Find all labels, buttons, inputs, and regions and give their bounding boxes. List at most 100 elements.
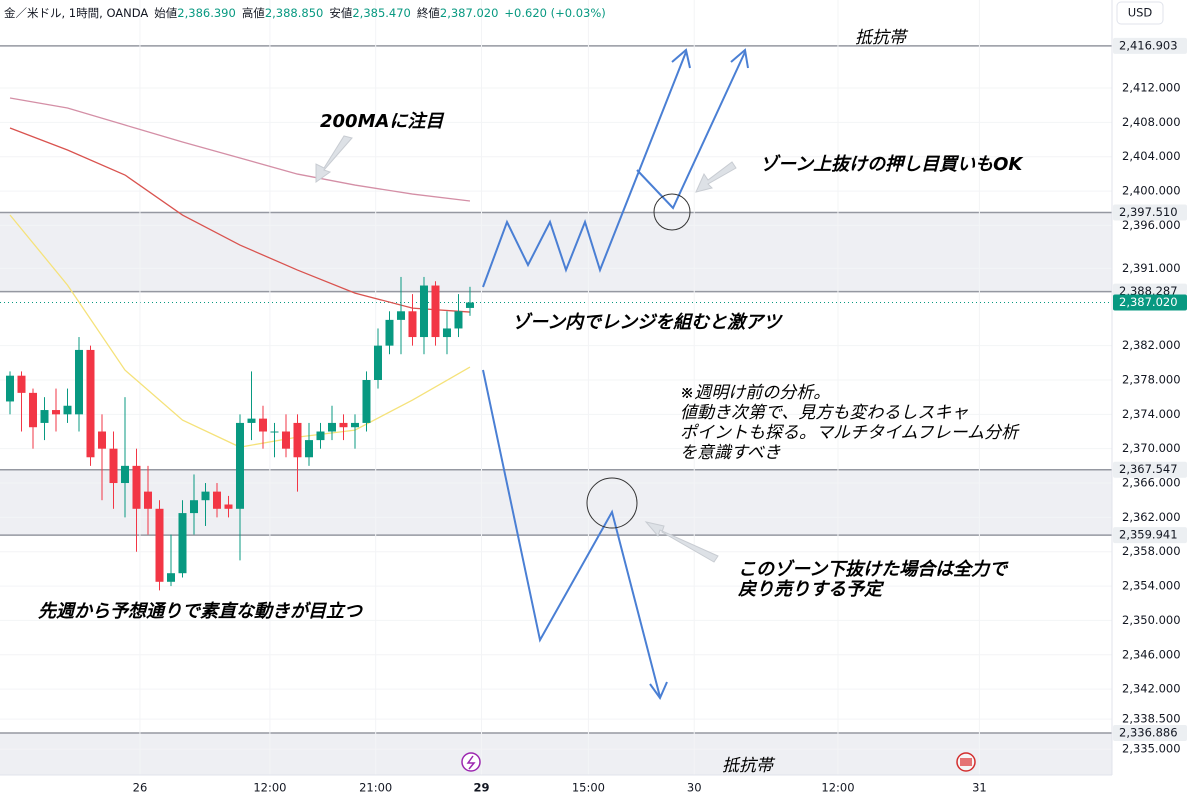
currency-button[interactable]: [1116, 1, 1164, 25]
open: 2,386.390: [177, 6, 236, 20]
circle: [653, 193, 691, 231]
arrow-head: [730, 48, 749, 69]
x-tick-label: 26: [133, 781, 148, 795]
price-tag: [1113, 725, 1187, 742]
circle: [586, 477, 638, 529]
y-tick-label: 2,370.000: [1122, 441, 1181, 455]
annotation: 戻り売りする予定: [737, 579, 885, 600]
price-tag: [1113, 527, 1187, 544]
candle-body: [408, 311, 417, 338]
candle-body: [350, 422, 359, 428]
axes: [0, 0, 1112, 775]
candle-body: [373, 345, 382, 380]
header: 金／米ドル, 1時間, OANDA 始値2,386.390 高値2,388.850 安…: [4, 1, 1164, 25]
candle-body: [6, 375, 15, 402]
price-tag-label: 2,387.020: [1119, 295, 1178, 309]
low: 2,385.470: [352, 6, 411, 20]
candle-body: [270, 431, 279, 433]
candle-body: [293, 422, 302, 458]
annotation: ※週明け前の分析。: [680, 383, 830, 403]
candle-body: [442, 328, 451, 338]
annotation: 値動き次第で、見方も変わるしスキャ: [680, 403, 968, 423]
y-tick-label: 2,338.500: [1122, 712, 1181, 726]
candle-body: [339, 422, 348, 428]
y-tick-label: 2,391.000: [1122, 261, 1181, 275]
price-tag-label: 2,359.941: [1119, 528, 1178, 542]
moving-average: [9, 127, 471, 313]
candle-body: [143, 491, 152, 509]
price-tag: [1113, 204, 1187, 221]
price-tag: [1113, 461, 1187, 478]
arrow-head: [649, 681, 668, 701]
x-tick-label: 12:00: [821, 781, 854, 795]
high: 2,388.850: [265, 6, 324, 20]
low-label: 安値: [329, 6, 352, 20]
annotation: 抵抗帯: [722, 756, 776, 776]
price-axis-bg: [1112, 0, 1200, 799]
annotation: 先週から予想通りで素直な動きが目立つ: [38, 601, 364, 622]
drawings: [482, 48, 749, 701]
high-label: 高値: [242, 6, 265, 20]
candle-body: [98, 431, 107, 449]
x-tick-label: 31: [972, 781, 987, 795]
event-icons: [461, 752, 976, 772]
annotation: ゾーン上抜けの押し目買いもOK: [760, 154, 1024, 175]
candle-body: [385, 319, 394, 346]
close: 2,387.020: [440, 6, 499, 20]
candle-body: [63, 405, 72, 415]
price-tag-label: 2,416.903: [1119, 38, 1178, 52]
annotation: を意識すべき: [680, 443, 781, 463]
x-tick-label: 30: [687, 781, 702, 795]
y-tick-label: 2,358.000: [1122, 544, 1181, 558]
price-tag-label: 2,397.510: [1119, 205, 1178, 219]
y-tick-label: 2,335.000: [1122, 742, 1181, 756]
y-tick-label: 2,396.000: [1122, 218, 1181, 232]
candle-body: [109, 448, 118, 484]
y-tick-label: 2,342.000: [1122, 682, 1181, 696]
candle-body: [17, 375, 26, 393]
y-tick-label: 2,366.000: [1122, 476, 1181, 490]
price-tag-label: 2,336.886: [1119, 726, 1178, 740]
price-tag: [1113, 294, 1187, 311]
candle-body: [155, 508, 164, 582]
x-tick-label: 21:00: [359, 781, 392, 795]
candle-body: [316, 431, 325, 441]
annotation: 200MAに注目: [320, 111, 445, 132]
candle-body: [419, 285, 428, 338]
pointer: [315, 135, 353, 183]
projection-pullback: [636, 51, 746, 210]
candle-body: [189, 500, 198, 514]
x-tick-label: 12:00: [253, 781, 286, 795]
open-label: 始値: [154, 6, 177, 20]
candle-body: [465, 302, 474, 308]
y-tick-label: 2,378.000: [1122, 372, 1181, 386]
arrow-head: [671, 48, 691, 69]
candle-body: [454, 311, 463, 329]
price-tag-label: 2,367.547: [1119, 462, 1178, 476]
candle-body: [281, 431, 290, 449]
candle-body: [86, 349, 95, 458]
pointer: [644, 521, 719, 563]
event-icon-glyph: [466, 755, 476, 770]
currency[interactable]: USD: [1128, 6, 1153, 20]
candle-body: [75, 349, 84, 415]
candle-body: [40, 410, 49, 423]
zone: [0, 469, 1112, 536]
moving-average: [9, 97, 471, 202]
projection-down: [482, 369, 661, 698]
pointer: [695, 161, 737, 193]
candle-body: [396, 311, 405, 320]
y-tick-label: 2,374.000: [1122, 407, 1181, 421]
annotation: 抵抗帯: [855, 28, 909, 48]
candle-body: [224, 504, 233, 509]
annotation: ゾーン内でレンジを組むと激アツ: [512, 312, 783, 333]
event-icon[interactable]: [461, 752, 481, 772]
candle-body: [29, 392, 38, 428]
y-tick-label: 2,354.000: [1122, 579, 1181, 593]
x-tick-label: 15:00: [572, 781, 605, 795]
candle-body: [327, 422, 336, 432]
candle-body: [52, 410, 61, 415]
candle-body: [235, 422, 244, 509]
